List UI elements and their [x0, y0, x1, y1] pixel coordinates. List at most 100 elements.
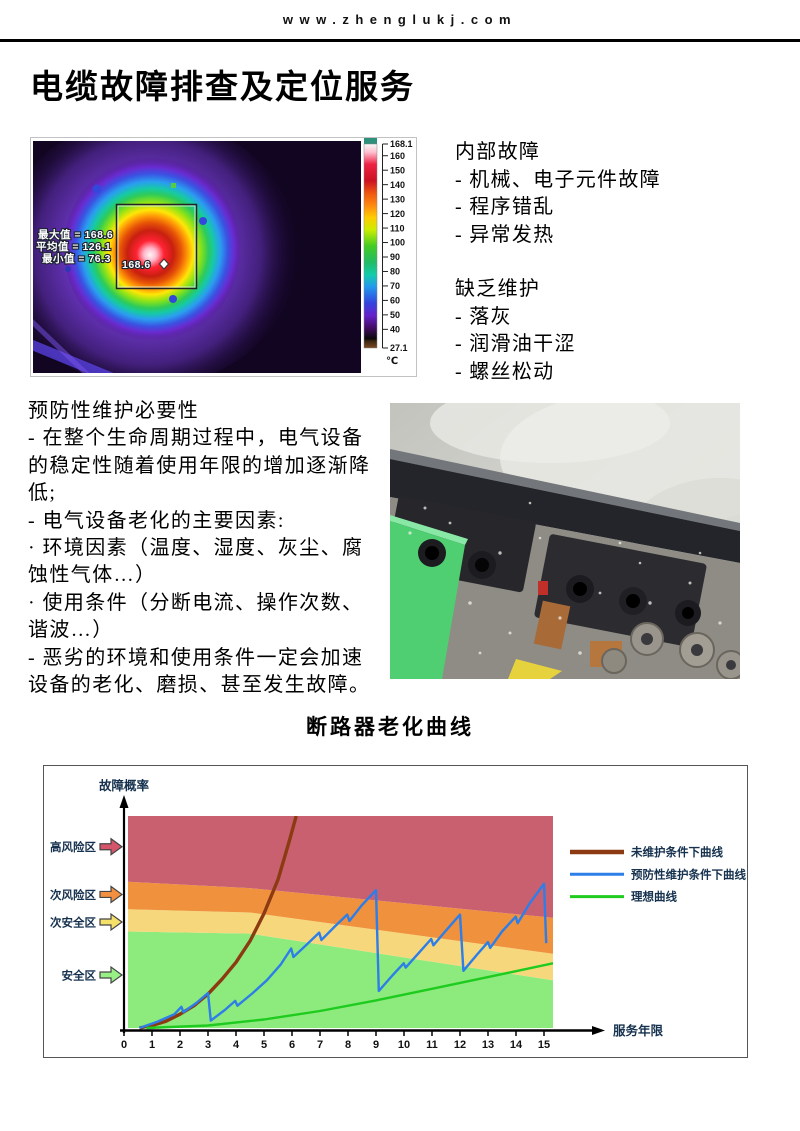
scale-tick-label: 130 [390, 194, 405, 204]
zone-arrow-icon [99, 837, 124, 856]
prevention-line: 谐波…） [28, 619, 114, 642]
scale-tick-label: 150 [390, 165, 405, 175]
scale-tick-label: 110 [390, 223, 405, 233]
scale-tick-label: 100 [390, 238, 405, 248]
maintenance-item: - 落灰 [455, 305, 512, 328]
y-axis-arrow-icon [119, 795, 129, 808]
measure-box [115, 203, 198, 290]
measure-box-highlight [117, 205, 196, 288]
legend-label: 理想曲线 [631, 890, 677, 904]
chart-series-line-0 [139, 816, 298, 1030]
x-tick-label: 0 [121, 1039, 127, 1051]
prevention-line: - 在整个生命周期过程中，电气设备 [28, 427, 364, 450]
hot-spot-blob [64, 154, 240, 344]
prevention-line: 的稳定性随着使用年限的增加逐渐降 [28, 454, 371, 477]
site-url: www.zhenglukj.com [282, 12, 518, 27]
x-tick-label: 9 [373, 1039, 379, 1051]
equipment-photo-image [390, 403, 740, 679]
thermal-max-reading: 最大值 = 168.6 [38, 228, 113, 241]
prevention-line: 蚀性气体…） [28, 564, 157, 587]
chart-series-line-2 [146, 962, 553, 1030]
dust-speckles [408, 501, 722, 655]
green-block [390, 521, 465, 679]
thermal-canvas: 最大值 = 168.6 平均值 = 126.1 最小值 = 76.3 168.6 [33, 141, 361, 373]
zone-arrow-icon [99, 965, 124, 985]
zone-arrow-icon [99, 885, 124, 904]
x-axis-label: 服务年限 [613, 1023, 664, 1038]
zone-label: 安全区 [62, 969, 97, 983]
temperature-scale-ticks: 168.1 160 150 140 130 120 110 100 90 80 70 60 50 40 27… [382, 139, 413, 353]
washers [601, 622, 740, 679]
x-tick-label: 8 [345, 1039, 351, 1051]
prevention-line: - 电气设备老化的主要因素: [28, 509, 285, 532]
y-axis-label: 故障概率 [99, 778, 150, 793]
spacer [455, 249, 661, 276]
cable-streak [33, 319, 90, 373]
scale-tick-label: 120 [390, 209, 405, 219]
scale-tick-label: 60 [390, 296, 400, 306]
x-tick-label: 11 [426, 1039, 438, 1051]
scale-unit: ℃ [386, 356, 398, 367]
x-tick-label: 7 [317, 1039, 323, 1051]
x-tick-label: 1 [149, 1039, 155, 1051]
x-tick-label: 10 [398, 1039, 410, 1051]
fault-list: 内部故障 - 机械、电子元件故障 - 程序错乱 - 异常发热 缺乏维护 - 落灰… [455, 139, 661, 386]
thermal-avg-reading: 平均值 = 126.1 [36, 240, 111, 253]
maintenance-item: - 润滑油干涩 [455, 333, 576, 355]
x-tick-label: 15 [538, 1039, 550, 1051]
spot-marker-icon [158, 258, 170, 270]
scale-tick-label: 40 [390, 325, 400, 335]
cold-spot [169, 295, 177, 303]
x-tick-label: 2 [177, 1039, 183, 1051]
zone-label: 次安全区 [50, 916, 96, 930]
internal-fault-item: - 机械、电子元件故障 [455, 168, 661, 191]
scale-tick-label: 70 [390, 281, 400, 291]
x-tick-label: 14 [510, 1039, 523, 1051]
cold-spot [65, 266, 71, 272]
maintenance-item: - 螺丝松动 [455, 360, 555, 383]
scale-tick-label: 140 [390, 180, 405, 190]
red-wire [538, 581, 548, 595]
busbar [390, 459, 740, 563]
cold-spot [199, 217, 207, 225]
maintenance-heading: 缺乏维护 [455, 278, 541, 300]
yellow-part [508, 659, 562, 679]
legend-label: 未维护条件下曲线 [630, 845, 723, 859]
x-tick-label: 4 [233, 1039, 240, 1051]
x-tick-label: 12 [454, 1039, 466, 1051]
aging-chart-panel: 故障概率 服务年限 0 1 2 3 4 5 6 7 8 9 10 11 12 13 14 15 高风险区 次风险区 次安… [43, 765, 748, 1058]
thermal-image-panel: 最大值 = 168.6 平均值 = 126.1 最小值 = 76.3 168.6… [30, 137, 417, 377]
top-divider [0, 39, 800, 42]
zone-arrow-icon [99, 912, 124, 932]
internal-fault-item: - 异常发热 [455, 223, 555, 246]
thermal-spot-reading: 168.6 [122, 259, 151, 271]
busbar-highlight [390, 449, 740, 531]
prevention-text: 预防性维护必要性 - 在整个生命周期过程中，电气设备 的稳定性随着使用年限的增加… [28, 398, 370, 699]
scale-cap [364, 138, 377, 144]
zone-band-safe [128, 931, 553, 1028]
scale-tick-label: 80 [390, 267, 400, 277]
scale-tick-label: 50 [390, 310, 400, 320]
thermal-image: 最大值 = 168.6 平均值 = 126.1 最小值 = 76.3 168.6… [30, 137, 417, 377]
cold-spot [92, 184, 102, 194]
marker-dot [171, 183, 176, 188]
scale-tick-label: 160 [390, 151, 405, 161]
prevention-line: · 使用条件（分断电流、操作次数、 [28, 591, 364, 614]
thermal-min-reading: 最小值 = 76.3 [42, 252, 111, 265]
prevention-line: · 环境因素（温度、湿度、灰尘、腐 [28, 537, 364, 560]
internal-fault-heading: 内部故障 [455, 141, 541, 163]
x-axis-arrow-icon [592, 1026, 605, 1035]
prevention-line: - 恶劣的环境和使用条件一定会加速 [28, 646, 364, 669]
zone-band-sub-risk [128, 881, 553, 954]
prevention-line: 设备的老化、磨损、甚至发生故障。 [28, 674, 371, 697]
scale-tick-label: 168.1 [390, 139, 413, 149]
scale-tick-label: 27.1 [390, 343, 408, 353]
green-block-top [390, 515, 468, 545]
page-title: 电缆故障排查及定位服务 [30, 70, 415, 106]
prevention-heading: 预防性维护必要性 [28, 400, 200, 422]
terminal-bolts [418, 539, 701, 626]
internal-fault-item: - 程序错乱 [455, 196, 555, 218]
scale-tick-label: 90 [390, 252, 400, 262]
x-tick-label: 13 [482, 1039, 494, 1051]
